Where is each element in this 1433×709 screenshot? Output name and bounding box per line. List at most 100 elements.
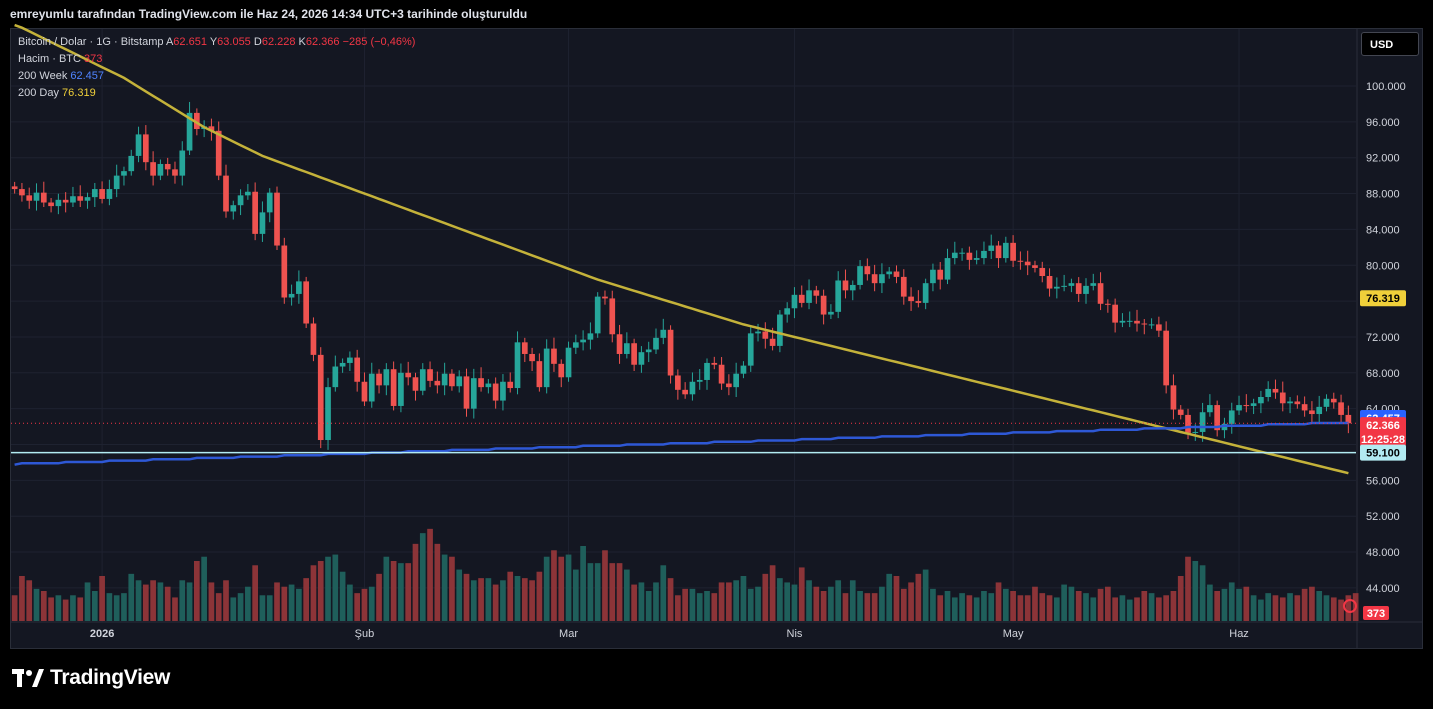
candle-body [485,383,492,388]
volume-bar [368,586,375,621]
candle-body [332,366,339,388]
volume-bar [412,543,419,621]
volume-bar [150,580,156,621]
y-tick-label: 72.000 [1366,332,1400,344]
volume-bar [777,578,783,621]
volume-bar [915,573,922,621]
volume-bar [252,565,258,621]
volume-bar [609,563,616,621]
volume-bar [944,591,951,621]
volume-bar [616,563,623,621]
candle-body [1330,398,1337,403]
legend-low-label: D [253,36,262,48]
candle-body [48,202,54,207]
legend-change: −285 (−0,46%) [342,36,416,48]
volume-bar [1053,597,1060,621]
candle-body [1185,414,1191,433]
y-tick-label: 84.000 [1366,224,1400,236]
legend-volume-label[interactable]: Hacim · BTC [18,53,81,65]
ma-200-week-line [14,421,1349,466]
candle-body [842,280,849,291]
volume-bar [208,582,215,621]
volume-bar [121,593,127,621]
candle-body [1272,388,1279,393]
volume-bar [602,550,608,621]
candle-body [77,196,84,201]
candle-body [91,189,98,198]
volume-bar [1083,593,1089,621]
volume-bar [1105,586,1111,621]
candle-body [813,290,820,296]
volume-bar [908,582,914,621]
volume-bar [842,593,849,621]
candle-body [339,362,346,367]
volume-bar [1221,588,1228,621]
volume-bar [281,586,288,621]
y-tick-label: 68.000 [1366,368,1400,380]
candle-body [1323,398,1330,407]
volume-bar [718,582,725,621]
volume-bar [347,584,353,621]
candle-body [434,380,441,386]
currency-button[interactable]: USD [1361,32,1419,56]
candle-body [1024,261,1031,266]
candles [11,101,1352,450]
candle-body [1309,410,1315,415]
candle-body [230,205,237,212]
volume-bar [1002,588,1009,621]
volume-bar [1236,588,1242,621]
grid-lines [11,29,1423,648]
volume-bar [84,582,91,621]
legend-symbol[interactable]: Bitcoin / Dolar · 1G · Bitstamp [18,36,164,48]
legend-ma200d-label[interactable]: 200 Day [18,87,59,99]
volume-bar [405,563,412,621]
legend-high: 63.055 [217,36,251,48]
candle-body [529,353,535,362]
candle-body [675,375,681,390]
volume-bar [470,580,477,621]
volume-bar [1207,584,1213,621]
chart-panel[interactable] [10,28,1423,649]
volume-bar [1097,588,1104,621]
x-tick-label: Mar [559,628,578,640]
volume-bar [1250,595,1257,621]
volume-bar [1046,595,1053,621]
volume-bar [164,586,171,621]
candle-body [157,163,164,176]
candle-body [33,192,40,201]
volume-bar [879,586,885,621]
candle-body [879,274,885,284]
volume-bar [572,569,579,621]
legend-ma200w-label[interactable]: 200 Week [18,70,68,82]
volume-bar [959,593,965,621]
candle-body [521,342,528,354]
tradingview-logo-icon [12,669,44,687]
volume-bar [1148,593,1155,621]
candle-body [470,378,477,409]
chart-legend: Bitcoin / Dolar · 1G · Bitstamp A62.651 … [18,34,415,102]
volume-bar [981,591,987,621]
time-axis: 2026 Şub Mar Nis May Haz [90,628,1249,640]
candle-body [19,189,25,196]
candle-body [113,175,120,190]
volume-bar [77,597,84,621]
candle-body [667,329,674,376]
volume-tag-bg [1363,606,1389,620]
volume-bar [434,543,441,621]
volume-bar [11,595,18,621]
candle-body [208,126,215,131]
volume-bar [682,588,688,621]
candle-body [1177,409,1184,415]
volume-bar [988,593,995,621]
candle-body [558,363,565,378]
price-axis: 100.000 96.000 92.000 88.000 84.000 80.000 76.… [1366,81,1406,595]
volume-bar [886,573,893,621]
candle-body [908,296,914,302]
candle-body [857,266,863,285]
volume-bar [1010,591,1016,621]
candle-body [740,365,747,374]
candle-body [412,377,419,391]
candle-body [572,342,579,348]
